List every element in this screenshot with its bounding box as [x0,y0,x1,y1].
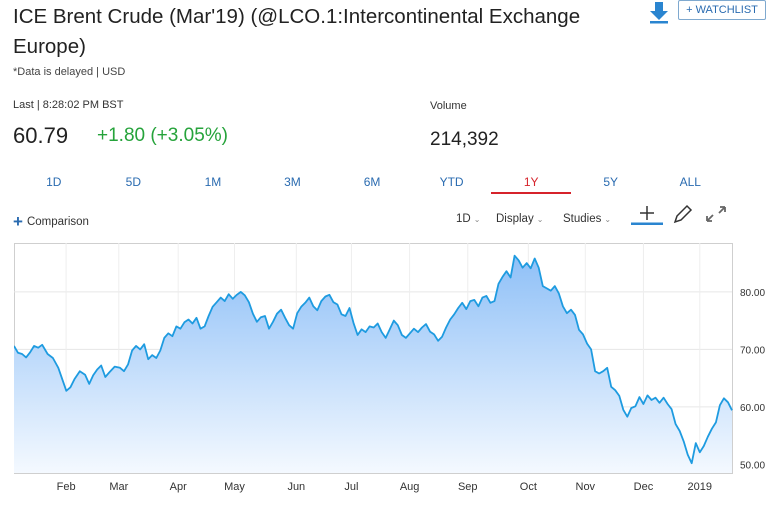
chevron-down-icon: ⌄ [536,215,544,224]
range-tab-1m[interactable]: 1M [204,175,222,189]
x-tick-label: Nov [576,481,596,493]
instrument-title: ICE Brent Crude (Mar'19) (@LCO.1:Interco… [13,5,581,58]
price-area-chart[interactable]: 50.00 60.00 70.00 80.00 Feb Mar Apr May Jun Jul Au… [13,243,784,509]
studies-dropdown[interactable]: Studies ⌄ [563,213,611,225]
range-tab-all[interactable]: ALL [679,175,701,189]
x-tick-label: Sep [458,481,478,493]
range-tab-ytd[interactable]: YTD [439,175,464,189]
delayed-data-note: *Data is delayed | USD [13,66,126,78]
crosshair-icon[interactable] [631,203,663,225]
last-price: 60.79 [13,123,69,148]
time-range-tabs: 1D 5D 1M 3M 6M YTD 1Y 5Y ALL [14,172,730,194]
display-label: Display [496,213,534,225]
download-arrow-icon[interactable] [645,0,673,24]
plus-icon: + [13,212,23,231]
x-tick-label: 2019 [688,481,712,493]
comparison-label: Comparison [26,216,89,228]
range-tab-5d[interactable]: 5D [125,175,142,189]
interval-dropdown[interactable]: 1D ⌄ [456,213,480,225]
range-tab-1y[interactable]: 1Y [491,172,571,194]
volume-value: 214,392 [430,129,499,150]
x-tick-label: Jun [287,481,305,493]
y-tick-label: 50.00 [740,460,765,471]
x-tick-label: Jul [344,481,358,493]
display-dropdown[interactable]: Display ⌄ [496,213,543,225]
chevron-down-icon: ⌄ [473,215,481,224]
add-comparison-button[interactable]: + Comparison [13,212,89,232]
x-tick-label: Mar [109,481,128,493]
range-tab-3m[interactable]: 3M [284,175,301,189]
range-tab-5y[interactable]: 5Y [603,175,619,189]
range-tab-6m[interactable]: 6M [363,175,381,189]
expand-icon[interactable] [703,203,729,225]
pencil-icon[interactable] [670,203,696,225]
volume-label: Volume [430,100,467,112]
x-tick-label: Oct [520,481,537,493]
price-change: +1.80 (+3.05%) [97,125,228,146]
last-trade-time: Last | 8:28:02 PM BST [13,99,124,111]
interval-label: 1D [456,213,471,225]
y-tick-label: 60.00 [740,403,765,414]
x-tick-label: May [224,481,245,493]
add-to-watchlist-button[interactable]: + WATCHLIST [678,0,766,20]
x-tick-label: Apr [170,481,187,493]
price-line [13,254,733,465]
y-tick-label: 80.00 [740,288,765,299]
range-tab-1d[interactable]: 1D [46,175,62,189]
chevron-down-icon: ⌄ [604,215,612,224]
x-tick-label: Aug [400,481,420,493]
price-chart[interactable]: 50.00 60.00 70.00 80.00 Feb Mar Apr May Jun Jul Au… [13,243,784,509]
x-tick-label: Dec [634,481,654,493]
x-tick-label: Feb [57,481,76,493]
price-area-fill [14,255,732,473]
studies-label: Studies [563,213,602,225]
y-tick-label: 70.00 [740,345,765,356]
